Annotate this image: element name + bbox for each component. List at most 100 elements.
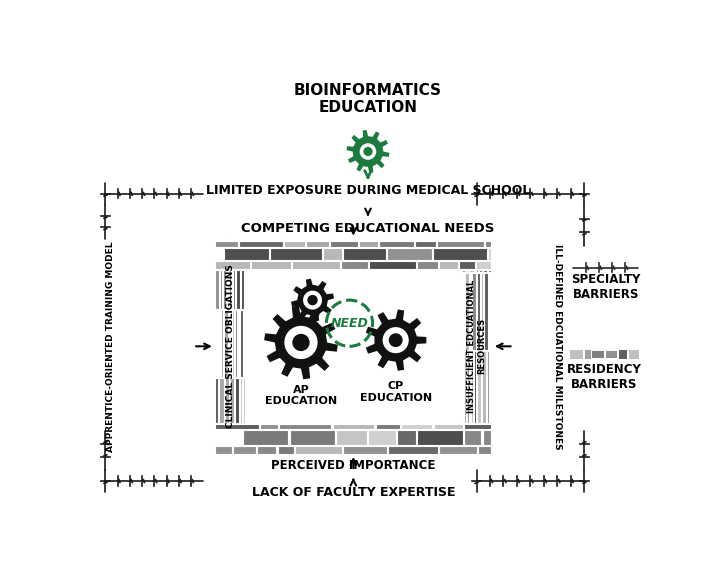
Bar — [477, 351, 481, 423]
Bar — [417, 430, 462, 445]
Circle shape — [307, 295, 318, 305]
Bar — [238, 310, 239, 377]
Bar — [330, 241, 358, 247]
Polygon shape — [291, 279, 334, 321]
Text: BIOINFORMATICS
EDUCATION: BIOINFORMATICS EDUCATION — [294, 83, 442, 115]
Bar — [488, 248, 491, 260]
Bar — [464, 351, 466, 423]
Bar — [359, 241, 378, 247]
Bar — [437, 241, 484, 247]
Bar — [489, 273, 490, 350]
Bar — [490, 351, 491, 423]
Bar — [220, 270, 223, 309]
Circle shape — [381, 326, 410, 354]
Bar — [335, 430, 367, 445]
Bar — [215, 241, 238, 247]
Bar — [482, 351, 485, 423]
Bar — [476, 261, 491, 269]
Bar — [434, 424, 463, 429]
Bar — [483, 270, 487, 272]
Bar — [251, 261, 291, 269]
Bar — [465, 273, 469, 350]
Circle shape — [292, 334, 309, 351]
Text: LIMITED EXPOSURE DURING MEDICAL SCHOOL: LIMITED EXPOSURE DURING MEDICAL SCHOOL — [206, 184, 530, 198]
Bar — [472, 273, 476, 350]
Bar — [240, 310, 243, 377]
Bar — [416, 261, 438, 269]
Bar — [477, 273, 480, 350]
Bar — [467, 351, 470, 423]
Bar — [569, 350, 583, 359]
Bar — [415, 241, 436, 247]
Text: NEED: NEED — [330, 317, 368, 329]
Text: RESIDENCY
BARRIERS: RESIDENCY BARRIERS — [567, 363, 642, 391]
Bar — [215, 424, 258, 429]
Bar — [474, 351, 476, 423]
Bar — [368, 430, 396, 445]
Bar — [342, 261, 368, 269]
Text: APPRENTICE-ORIENTED TRAINING MODEL: APPRENTICE-ORIENTED TRAINING MODEL — [106, 241, 116, 452]
Bar — [592, 350, 604, 358]
Bar — [357, 239, 385, 240]
Bar — [239, 241, 284, 247]
Bar — [584, 349, 590, 359]
Text: CLINICAL SERVICE OBLIGATIONS: CLINICAL SERVICE OBLIGATIONS — [225, 264, 235, 429]
Bar — [228, 239, 281, 240]
Bar — [475, 270, 478, 272]
Bar — [284, 241, 305, 247]
Text: INSUFFICIENT EDCUATIONAL
RESOURCES: INSUFFICIENT EDCUATIONAL RESOURCES — [467, 280, 486, 413]
Bar — [223, 248, 269, 260]
Bar — [215, 446, 232, 453]
Bar — [233, 446, 256, 453]
Polygon shape — [365, 309, 426, 371]
Bar — [236, 270, 240, 309]
Bar — [439, 446, 477, 453]
Bar — [215, 378, 218, 423]
Polygon shape — [264, 306, 338, 380]
Bar — [270, 248, 322, 260]
Bar — [278, 446, 294, 453]
Bar — [260, 424, 278, 429]
Text: CP
EDUCATION: CP EDUCATION — [360, 381, 432, 403]
Bar — [292, 261, 340, 269]
Circle shape — [302, 289, 323, 311]
Bar — [464, 430, 482, 445]
Bar — [215, 261, 250, 269]
Text: SPECIALTY
BARRIERS: SPECIALTY BARRIERS — [572, 273, 640, 301]
Bar — [343, 446, 386, 453]
Bar — [235, 378, 238, 423]
Bar — [465, 424, 491, 429]
Text: ILL-DEFINED EDCUATIONAL MILESTONES: ILL-DEFINED EDCUATIONAL MILESTONES — [553, 244, 562, 449]
Bar — [628, 349, 640, 359]
Bar — [306, 241, 329, 247]
Circle shape — [283, 324, 319, 361]
Bar — [461, 239, 491, 240]
Bar — [243, 378, 245, 423]
Bar — [479, 270, 482, 272]
Bar — [246, 270, 461, 423]
Bar — [289, 430, 335, 445]
Text: PERCEIVED IMPORTANCE: PERCEIVED IMPORTANCE — [271, 458, 436, 472]
Circle shape — [358, 142, 378, 161]
Bar — [334, 239, 355, 240]
Bar — [465, 270, 468, 272]
Bar — [432, 239, 460, 240]
Bar — [223, 270, 226, 309]
Bar — [485, 241, 491, 247]
Bar — [376, 424, 401, 429]
Bar — [294, 446, 342, 453]
Bar — [379, 241, 414, 247]
Bar — [482, 430, 491, 445]
Bar — [387, 248, 432, 260]
Polygon shape — [347, 130, 389, 173]
Bar — [386, 239, 432, 240]
Bar — [433, 248, 487, 260]
Bar — [240, 378, 242, 423]
Bar — [218, 310, 220, 377]
Text: LACK OF FACULTY EXPERTISE: LACK OF FACULTY EXPERTISE — [251, 486, 455, 499]
Bar — [219, 378, 224, 423]
Bar — [487, 351, 489, 423]
Bar — [257, 446, 276, 453]
Bar — [462, 270, 465, 272]
Text: COMPETING EDUCATIONAL NEEDS: COMPETING EDUCATIONAL NEEDS — [241, 222, 495, 235]
